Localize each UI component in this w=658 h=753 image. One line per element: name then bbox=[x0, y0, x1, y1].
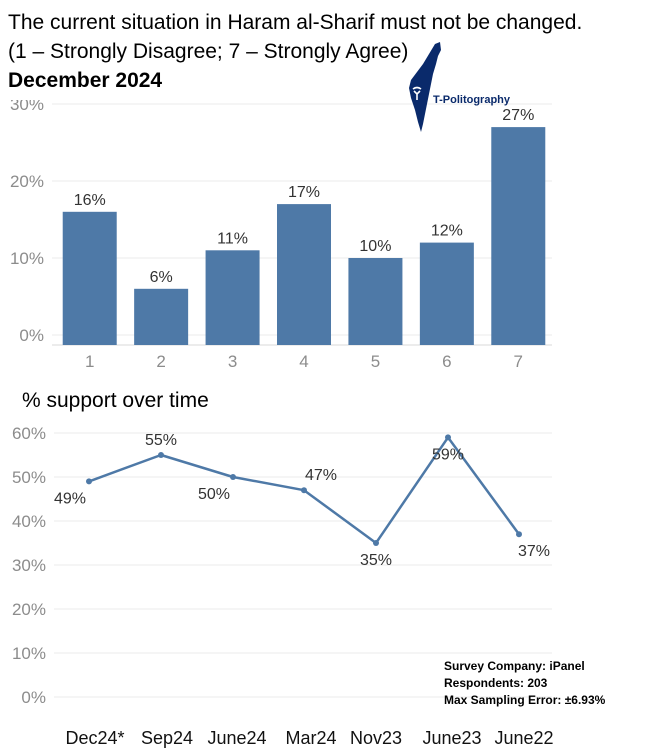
data-point bbox=[230, 474, 236, 480]
y-tick-label: 20% bbox=[10, 172, 44, 191]
x-tick-label: 5 bbox=[371, 352, 380, 371]
bar-value-label: 6% bbox=[150, 269, 173, 286]
data-point bbox=[373, 540, 379, 546]
data-point bbox=[516, 531, 522, 538]
survey-error: Max Sampling Error: ±6.93% bbox=[444, 693, 606, 707]
bar bbox=[205, 250, 260, 345]
y-tick-label: 10% bbox=[12, 644, 46, 663]
data-point bbox=[158, 452, 164, 458]
x-tick-label: 2 bbox=[156, 352, 165, 371]
point-value-label: 47% bbox=[305, 467, 337, 484]
y-tick-label: 30% bbox=[12, 556, 46, 575]
data-point bbox=[301, 487, 307, 494]
bar-value-label: 12% bbox=[431, 223, 463, 240]
bar bbox=[277, 204, 331, 345]
bar-value-label: 27% bbox=[502, 107, 534, 124]
x-tick-label: 1 bbox=[85, 352, 94, 371]
y-tick-label: 50% bbox=[12, 468, 46, 487]
bar-value-label: 16% bbox=[74, 192, 106, 209]
y-tick-label: 0% bbox=[19, 326, 44, 345]
y-tick-label: 10% bbox=[10, 249, 44, 268]
title-scale: (1 – Strongly Disagree; 7 – Strongly Agr… bbox=[8, 40, 409, 63]
logo-mark-icon bbox=[412, 86, 422, 100]
bar bbox=[62, 211, 117, 345]
t-politography-logo: T-Politography bbox=[405, 42, 530, 134]
bar-value-label: 17% bbox=[288, 184, 320, 201]
y-tick-label: 60% bbox=[12, 424, 46, 443]
x-tick-label: June22 bbox=[494, 728, 553, 748]
title-question: The current situation in Haram al-Sharif… bbox=[8, 11, 583, 34]
x-tick-label: Mar24 bbox=[285, 728, 336, 748]
x-tick-label: 3 bbox=[228, 352, 237, 371]
y-tick-label: 40% bbox=[12, 512, 46, 531]
x-tick-label: Dec24* bbox=[65, 728, 124, 748]
point-value-label: 35% bbox=[360, 552, 392, 569]
x-tick-label: Sep24 bbox=[141, 728, 193, 748]
survey-info: Survey Company: iPanel Respondents: 203 … bbox=[444, 658, 605, 709]
bar bbox=[348, 258, 403, 345]
bar bbox=[134, 288, 189, 345]
point-value-label: 37% bbox=[518, 543, 550, 560]
x-tick-label: June24 bbox=[207, 728, 266, 748]
bar-value-label: 10% bbox=[359, 238, 391, 255]
point-value-label: 49% bbox=[54, 490, 86, 507]
y-tick-label: 30% bbox=[10, 100, 44, 114]
point-value-label: 50% bbox=[198, 486, 230, 503]
x-tick-label: June23 bbox=[422, 728, 481, 748]
title-date: December 2024 bbox=[8, 69, 163, 92]
bar bbox=[491, 127, 546, 345]
point-value-label: 55% bbox=[145, 432, 177, 449]
survey-respondents: Respondents: 203 bbox=[444, 676, 548, 690]
logo-text: T-Politography bbox=[433, 94, 511, 106]
data-point bbox=[86, 478, 92, 485]
x-tick-label: 7 bbox=[514, 352, 523, 371]
point-value-label: 59% bbox=[432, 446, 464, 463]
x-tick-label: Nov23 bbox=[350, 728, 402, 748]
line-chart: 0% 10% 20% 30% 40% 50% 60% 49% 55% 50% 47% 35% 59% 37… bbox=[0, 415, 600, 753]
bar-value-label: 11% bbox=[217, 230, 248, 247]
survey-company: Survey Company: iPanel bbox=[444, 659, 585, 673]
bar-chart: 0% 10% 20% 30% 16% 1 6% 2 11% 3 17% 4 10% 5 12% 6 27% 7 bbox=[0, 100, 560, 378]
y-tick-label: 20% bbox=[12, 600, 46, 619]
line-chart-title: % support over time bbox=[22, 389, 209, 412]
y-tick-label: 0% bbox=[21, 688, 46, 707]
israel-map-icon bbox=[409, 42, 441, 132]
bar bbox=[419, 242, 474, 345]
data-point bbox=[445, 434, 451, 441]
x-tick-label: 4 bbox=[299, 352, 308, 371]
chart-title: The current situation in Haram al-Sharif… bbox=[8, 8, 582, 95]
x-tick-label: 6 bbox=[442, 352, 451, 371]
